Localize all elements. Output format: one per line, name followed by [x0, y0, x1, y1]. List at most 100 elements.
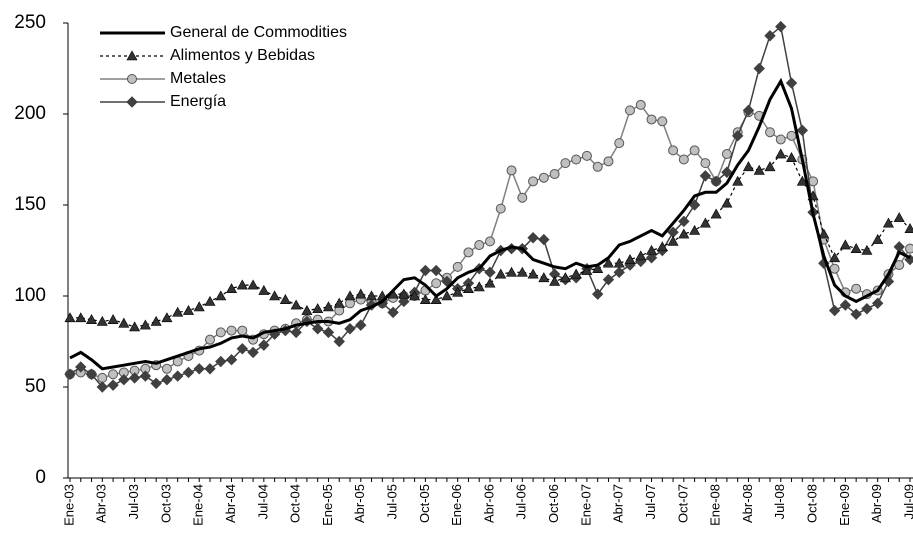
marker-diamond [764, 30, 776, 42]
marker-triangle [516, 266, 528, 277]
marker-circle [571, 154, 582, 165]
y-tick-label: 150 [14, 194, 46, 215]
marker-triangle [279, 294, 291, 304]
marker-diamond [721, 166, 733, 178]
marker-triangle [366, 290, 378, 301]
x-tick-label: Ene-08 [708, 484, 723, 526]
marker-triangle [527, 268, 539, 279]
marker-diamond [419, 264, 432, 277]
x-tick-label: Ene-04 [191, 484, 206, 526]
marker-diamond [215, 355, 227, 368]
marker-circle [517, 192, 528, 203]
marker-triangle [161, 312, 173, 323]
x-tick-label: Abr-06 [481, 484, 496, 523]
y-tick-label: 100 [14, 285, 46, 306]
marker-diamond [64, 368, 76, 380]
marker-triangle [646, 244, 658, 255]
y-tick-label: 250 [14, 12, 46, 33]
marker-circle [765, 127, 775, 138]
marker-triangle [850, 243, 862, 253]
marker-triangle [441, 290, 453, 301]
marker-diamond [126, 96, 138, 108]
series [64, 148, 913, 332]
marker-diamond [710, 175, 722, 188]
marker-triangle [204, 295, 216, 306]
series-line [69, 77, 911, 371]
marker-circle [592, 161, 603, 172]
marker-triangle [64, 312, 76, 323]
marker-diamond [311, 323, 324, 335]
x-tick-label: Oct-08 [805, 484, 820, 523]
marker-circle [700, 158, 711, 169]
marker-triangle [872, 233, 884, 244]
marker-circle [495, 203, 506, 214]
marker-diamond [333, 335, 345, 348]
marker-triangle [75, 312, 87, 323]
x-tick-label: Abr-04 [223, 484, 238, 523]
x-tick-label: Oct-03 [158, 484, 173, 523]
marker-triangle [462, 283, 474, 294]
marker-diamond [484, 266, 496, 279]
marker-triangle [150, 315, 162, 326]
marker-triangle [786, 152, 798, 162]
marker-triangle [613, 257, 625, 268]
x-tick-label: Ene-06 [449, 484, 464, 526]
marker-diamond [871, 297, 884, 309]
legend-label: Energía [170, 93, 226, 110]
x-tick-label: Jul-04 [255, 484, 270, 519]
marker-triangle [215, 290, 227, 301]
marker-triangle [86, 314, 98, 324]
marker-circle [775, 134, 786, 145]
marker-diamond [688, 199, 701, 211]
y-tick-label: 200 [14, 103, 46, 124]
x-tick-label: Abr-05 [352, 484, 367, 523]
marker-circle [108, 369, 119, 380]
marker-diamond [839, 299, 852, 311]
marker-diamond [75, 361, 87, 373]
marker-circle [668, 145, 679, 156]
marker-triangle [742, 161, 754, 172]
marker-diamond [225, 353, 238, 366]
marker-triangle [172, 306, 184, 317]
marker-diamond [527, 232, 539, 244]
marker-triangle [126, 50, 138, 61]
marker-triangle [506, 266, 518, 277]
marker-triangle [452, 286, 464, 297]
marker-diamond [775, 20, 787, 33]
marker-diamond [678, 215, 690, 228]
x-tick-label: Jul-06 [514, 484, 529, 519]
marker-triangle [689, 224, 701, 235]
marker-triangle [893, 212, 905, 223]
x-tick-label: Ene-09 [837, 484, 852, 526]
marker-triangle [118, 317, 130, 328]
marker-diamond [365, 299, 378, 311]
marker-triangle [193, 301, 205, 312]
legend-label: General de Commodities [170, 24, 347, 41]
marker-diamond [247, 346, 259, 359]
marker-diamond [538, 233, 550, 246]
marker-triangle [301, 304, 313, 315]
marker-diamond [742, 104, 755, 117]
marker-triangle [861, 244, 873, 255]
x-tick-label: Oct-04 [288, 484, 303, 523]
marker-diamond [182, 366, 195, 379]
marker-triangle [107, 314, 119, 324]
marker-triangle [732, 175, 744, 186]
marker-diamond [128, 372, 141, 384]
marker-triangle [775, 148, 787, 159]
marker-triangle [344, 290, 356, 301]
marker-triangle [495, 268, 507, 279]
marker-circle [161, 363, 172, 374]
marker-triangle [290, 299, 302, 310]
marker-diamond [613, 266, 625, 279]
marker-diamond [602, 273, 615, 286]
marker-circle [851, 283, 862, 294]
marker-circle [215, 327, 226, 338]
marker-triangle [398, 288, 410, 299]
marker-circle [560, 158, 571, 169]
marker-circle [538, 172, 549, 183]
marker-circle [829, 263, 840, 274]
marker-triangle [129, 321, 141, 332]
legend-label: Alimentos y Bebidas [170, 47, 315, 64]
